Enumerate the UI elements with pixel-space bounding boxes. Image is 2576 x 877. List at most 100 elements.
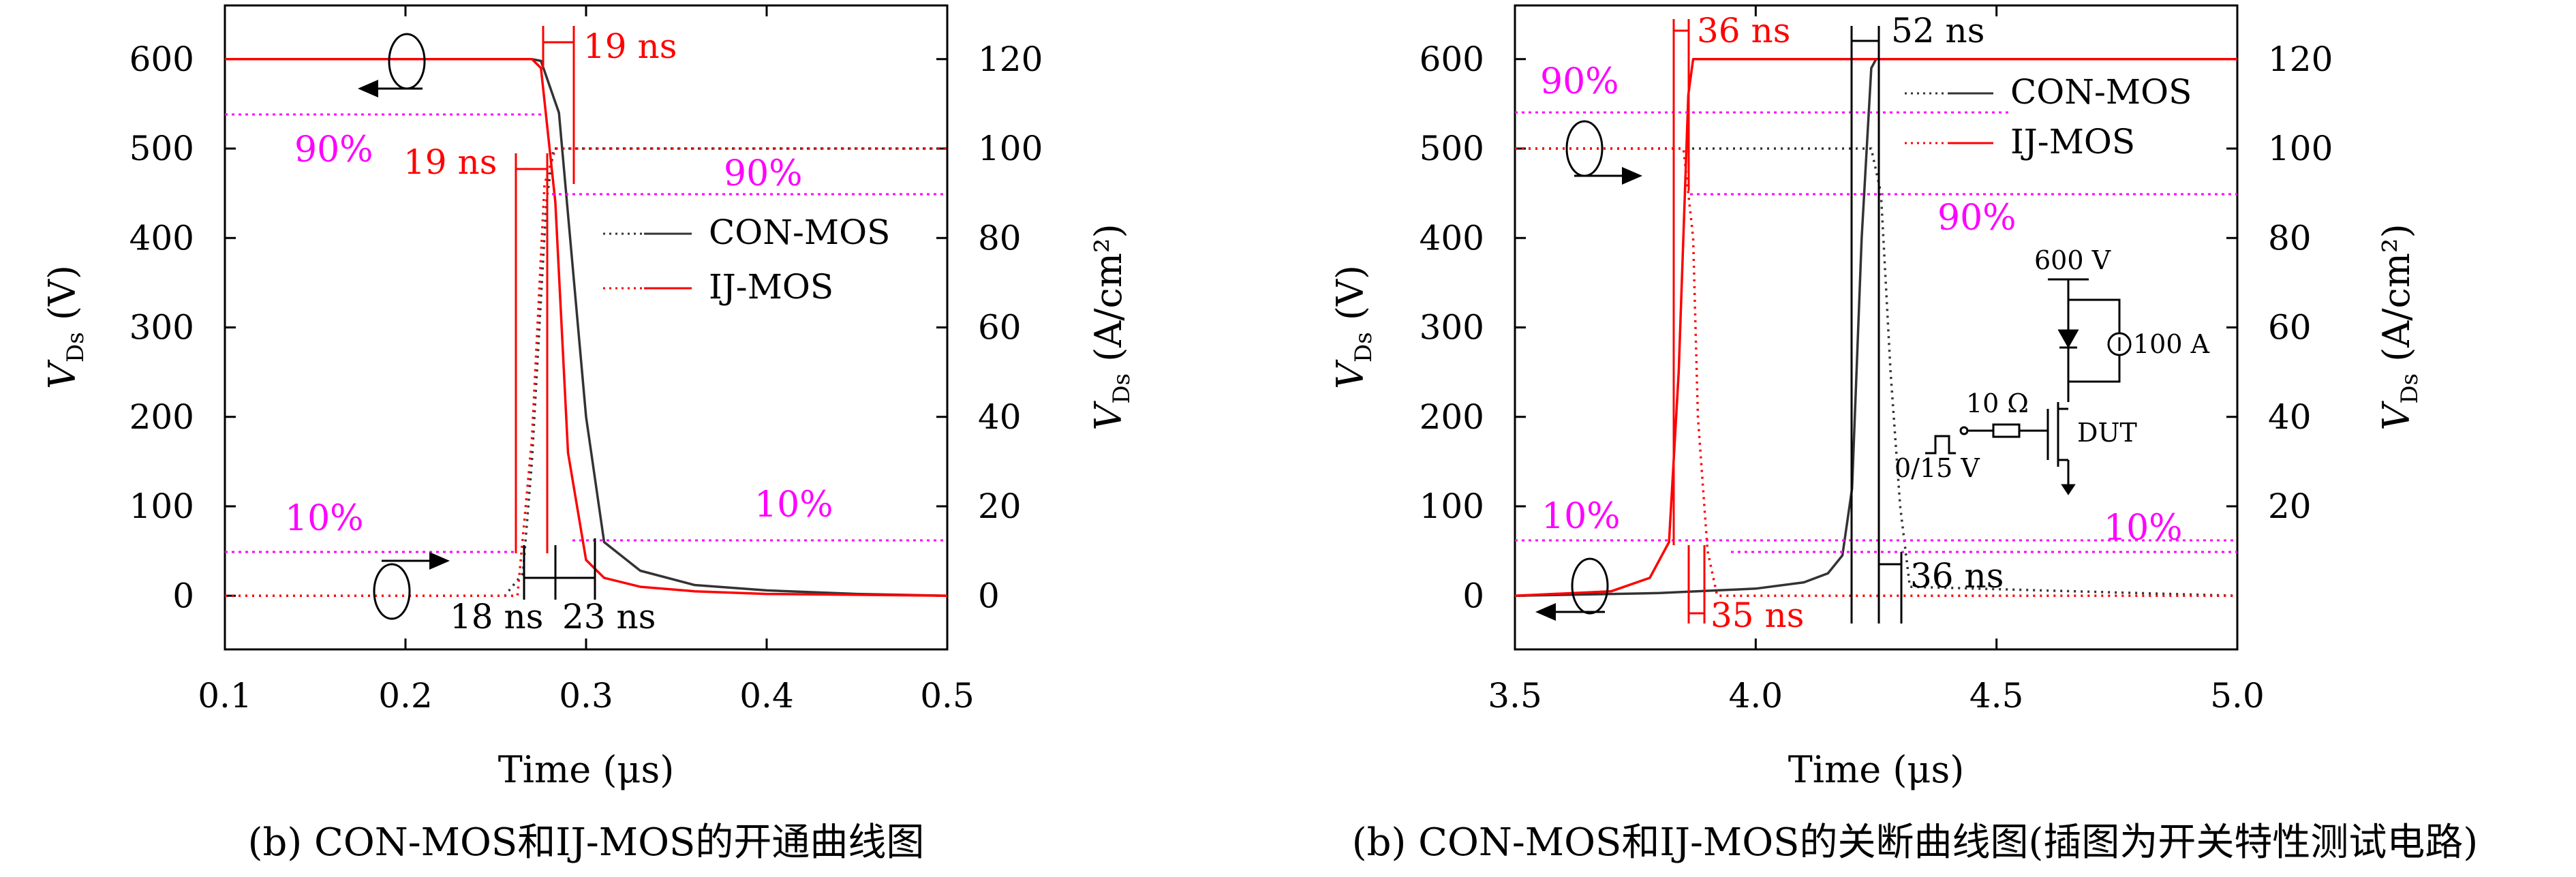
legend: CON-MOS IJ-MOS xyxy=(603,213,890,307)
gate-resistor-icon xyxy=(1992,423,2021,438)
legend-con-mos: CON-MOS xyxy=(709,213,890,252)
marker-19ns-top: 19 ns xyxy=(542,26,677,184)
y-right-tick-label: 120 xyxy=(978,40,1043,79)
y-left-tick-label: 500 xyxy=(129,129,194,168)
marker-19ns-mid: 19 ns xyxy=(403,142,549,553)
caption: (b) CON-MOS和IJ-MOS的关断曲线图(插图为开关特性测试电路) xyxy=(1352,820,2478,865)
y-left-tick-label: 400 xyxy=(1420,218,1484,258)
y-left-tick-label: 400 xyxy=(129,218,194,258)
label-35ns: 35 ns xyxy=(1711,596,1804,635)
x-tick-label: 0.4 xyxy=(739,676,794,716)
label-18ns: 18 ns xyxy=(450,597,543,636)
legend: CON-MOS IJ-MOS xyxy=(1905,72,2192,161)
y-right-tick-label: 80 xyxy=(2268,218,2312,258)
y-left-symbol: V xyxy=(41,359,84,389)
label-10-voltage: 10% xyxy=(1542,496,1621,537)
ground-icon xyxy=(2061,484,2076,495)
dut-label: DUT xyxy=(2077,418,2137,448)
y-right-tick-label: 100 xyxy=(2268,129,2333,168)
y-left-subscript: Ds xyxy=(62,332,89,363)
left-axis-indicator xyxy=(358,33,426,97)
y-axis-right-label: VDs (A/cm²) xyxy=(1087,224,1135,430)
y-right-tick-label: 20 xyxy=(2268,487,2312,526)
series-ij-mos-current xyxy=(1515,147,2237,598)
y-left-tick-label: 100 xyxy=(129,487,194,526)
chart-turn-off: 3.5 4.0 4.5 5.0 0 100 200 300 400 500 600 20 40 60 8… xyxy=(1329,4,2478,865)
y-right-subscript: Ds xyxy=(1108,373,1135,404)
y-right-tick-label: 40 xyxy=(2268,397,2312,437)
y-left-tick-label: 200 xyxy=(1420,397,1484,437)
series-con-mos-current xyxy=(1515,147,2238,598)
y-left-tick-label: 0 xyxy=(172,576,194,615)
label-36ns-top: 36 ns xyxy=(1697,11,1790,50)
y-right-tick-label: 60 xyxy=(2268,308,2312,348)
legend-ij-mos: IJ-MOS xyxy=(709,267,833,307)
label-19ns-top: 19 ns xyxy=(583,27,677,66)
marker-35ns: 35 ns xyxy=(1687,545,1804,635)
gate-terminal xyxy=(1959,426,1969,435)
label-19ns-mid: 19 ns xyxy=(403,142,497,182)
y-left-tick-label: 0 xyxy=(1462,576,1484,615)
y-left-tick-label: 500 xyxy=(1420,129,1484,168)
label-10-voltage: 10% xyxy=(754,484,833,525)
x-tick-label: 0.3 xyxy=(559,676,613,716)
y-right-symbol: V xyxy=(2375,401,2418,431)
label-90-current: 90% xyxy=(724,153,803,194)
inset-test-circuit: 600 V 100 A 10 Ω 0/15 V DUT xyxy=(1895,245,2210,495)
y-axis-left-label: VDs (V) xyxy=(41,265,89,389)
y-left-tick-label: 100 xyxy=(1420,487,1484,526)
supply-label: 600 V xyxy=(2034,245,2111,275)
label-52ns: 52 ns xyxy=(1891,11,1984,50)
x-axis-label: Time (μs) xyxy=(498,748,675,791)
y-right-tick-label: 100 xyxy=(978,129,1043,168)
y-right-tick-label: 80 xyxy=(978,218,1022,258)
legend-con-mos: CON-MOS xyxy=(2010,72,2192,112)
y-right-symbol: V xyxy=(1087,401,1130,431)
x-tick-label: 3.5 xyxy=(1488,676,1542,716)
y-left-symbol: V xyxy=(1329,359,1372,389)
y-left-unit: (V) xyxy=(41,265,84,332)
y-left-subscript: Ds xyxy=(1350,332,1377,363)
series-con-mos-voltage xyxy=(1514,58,2237,598)
y-left-unit: (V) xyxy=(1329,265,1372,332)
label-90-voltage: 90% xyxy=(294,129,373,170)
label-36ns-bottom: 36 ns xyxy=(1910,556,2004,596)
y-right-subscript: Ds xyxy=(2396,373,2423,404)
label-10-current: 10% xyxy=(2104,508,2183,549)
y-right-tick-label: 20 xyxy=(978,487,1022,526)
y-left-tick-label: 600 xyxy=(129,40,194,79)
x-tick-label: 4.0 xyxy=(1729,676,1783,716)
x-tick-label: 0.5 xyxy=(920,676,975,716)
gate-pulse-icon xyxy=(1925,435,1956,455)
current-source-label: 100 A xyxy=(2133,329,2210,359)
right-axis-indicator xyxy=(373,552,450,620)
y-left-tick-label: 300 xyxy=(1420,308,1484,348)
legend-ij-mos: IJ-MOS xyxy=(2010,122,2135,161)
marker-36ns-bottom: 36 ns xyxy=(1879,552,2004,624)
y-right-tick-label: 120 xyxy=(2268,40,2333,79)
marker-52ns: 52 ns xyxy=(1850,11,1984,624)
right-axis-indicator xyxy=(1565,120,1642,185)
caption: (b) CON-MOS和IJ-MOS的开通曲线图 xyxy=(248,820,925,865)
x-tick-label: 4.5 xyxy=(1969,676,2024,716)
diode-icon xyxy=(2057,329,2079,349)
left-axis-indicator xyxy=(1535,557,1609,621)
plot-frame xyxy=(224,4,949,651)
marker-18ns-23ns: 18 ns 23 ns xyxy=(450,538,656,636)
y-left-tick-label: 200 xyxy=(129,397,194,437)
chart-turn-on: 0.1 0.2 0.3 0.4 0.5 0 100 200 300 400 500 600 0 20 4… xyxy=(41,4,1135,865)
y-right-tick-label: 0 xyxy=(978,576,1000,615)
gate-resistor-label: 10 Ω xyxy=(1966,388,2029,418)
label-90-voltage: 90% xyxy=(1937,198,2017,239)
y-left-tick-label: 300 xyxy=(129,308,194,348)
y-right-tick-label: 40 xyxy=(978,397,1022,437)
y-right-tick-label: 60 xyxy=(978,308,1022,348)
gate-pulse-label: 0/15 V xyxy=(1895,453,1980,483)
label-23ns: 23 ns xyxy=(562,597,656,636)
marker-36ns-top: 36 ns xyxy=(1672,11,1790,545)
x-tick-label: 5.0 xyxy=(2210,676,2265,716)
label-10-current: 10% xyxy=(285,498,364,539)
x-tick-label: 0.2 xyxy=(378,676,433,716)
y-axis-right-label: VDs (A/cm²) xyxy=(2375,224,2423,430)
